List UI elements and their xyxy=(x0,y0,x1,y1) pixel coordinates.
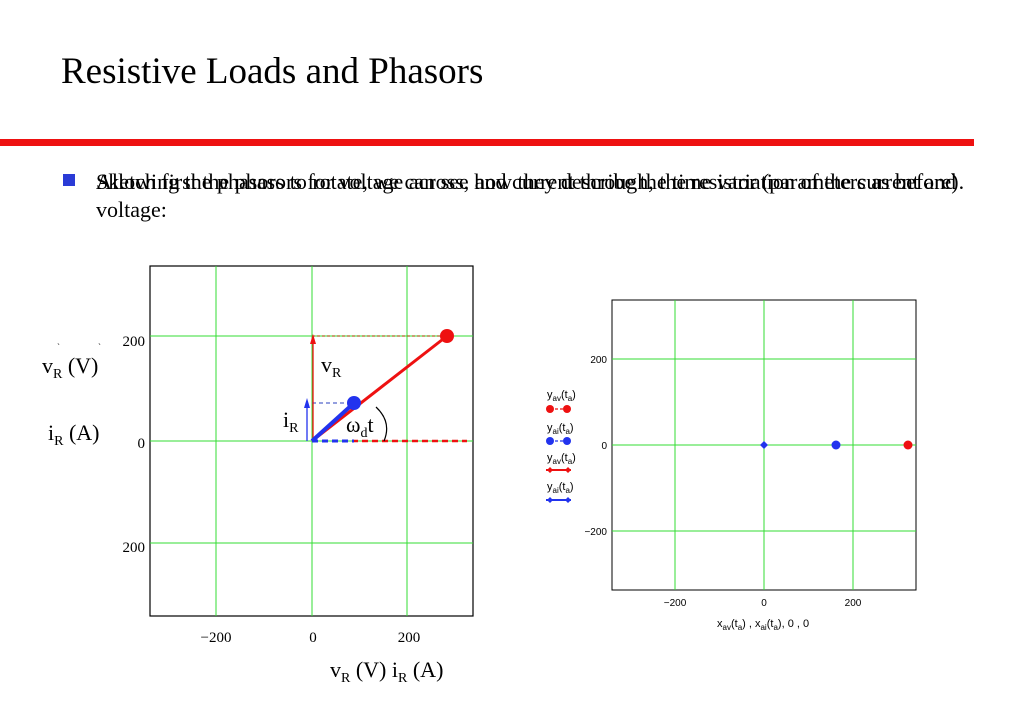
left-xlabel: vR (V) iR (A) xyxy=(330,657,443,686)
left-ytick-mid: 0 xyxy=(138,436,146,452)
right-origin-marker xyxy=(760,441,768,449)
legend-blue-dot-icon-2 xyxy=(563,437,571,445)
current-phasor xyxy=(310,401,356,443)
legend-red-dot-icon-2 xyxy=(563,405,571,413)
left-ylabel-voltage: vR (V) xyxy=(42,353,98,382)
title-divider xyxy=(0,139,974,146)
slide-title: Resistive Loads and Phasors xyxy=(61,51,484,92)
left-ytick-bottom: 200 xyxy=(123,540,146,556)
legend-label-2: yai(ta) xyxy=(547,422,574,436)
left-phasor-plot: 200 0 200 −200 0 200 ˏ ˎ vR (V) iR (A) v… xyxy=(42,265,474,686)
current-phasor-tip xyxy=(347,396,361,410)
right-current-point xyxy=(831,440,841,450)
right-xtick-left: −200 xyxy=(664,598,687,609)
current-arrow-head-icon xyxy=(304,398,310,408)
right-ytick-mid: 0 xyxy=(601,441,607,452)
voltage-phasor-tip xyxy=(440,329,454,343)
right-ytick-bottom: −200 xyxy=(584,527,607,538)
left-xtick-left: −200 xyxy=(201,630,232,646)
angle-label: ωdt xyxy=(346,412,374,441)
left-plot-grid xyxy=(150,266,473,616)
bullet-square-icon xyxy=(63,174,75,186)
mark-right: ˎ xyxy=(98,335,101,345)
right-xtick-right: 200 xyxy=(845,598,862,609)
current-phasor-label: iR xyxy=(283,407,299,436)
legend-blue-dot-icon xyxy=(546,437,554,445)
right-phasor-plot: 200 0 −200 −200 0 200 yav(ta) yai(ta) ya… xyxy=(546,299,917,632)
mark-left: ˏ xyxy=(57,335,60,345)
legend-red-dot-icon xyxy=(546,405,554,413)
left-ylabel-current: iR (A) xyxy=(48,420,100,449)
legend-label-1: yav(ta) xyxy=(547,389,576,403)
right-ytick-top: 200 xyxy=(590,355,607,366)
voltage-arrow-head-icon xyxy=(310,334,316,344)
legend-label-4: yai(ta) xyxy=(547,481,574,495)
bullet-text-line-2: Sketch first the phasors for voltage acr… xyxy=(96,169,965,194)
right-xtick-mid: 0 xyxy=(761,598,767,609)
voltage-phasor-label: vR xyxy=(321,352,342,381)
voltage-phasor xyxy=(311,334,448,443)
right-plot-legend: yav(ta) yai(ta) yav(ta) yai(ta) xyxy=(546,389,576,503)
angle-arc xyxy=(375,406,388,442)
right-voltage-point xyxy=(903,440,913,450)
right-xlabel: xav(ta) , xai(ta), 0 , 0 xyxy=(717,618,809,632)
bullet-text-line-1: Allowing the phasors to rotate, we can s… xyxy=(96,169,957,222)
legend-label-3: yav(ta) xyxy=(547,452,576,466)
left-ytick-top: 200 xyxy=(123,334,146,350)
left-xtick-mid: 0 xyxy=(309,630,317,646)
left-xtick-right: 200 xyxy=(398,630,421,646)
